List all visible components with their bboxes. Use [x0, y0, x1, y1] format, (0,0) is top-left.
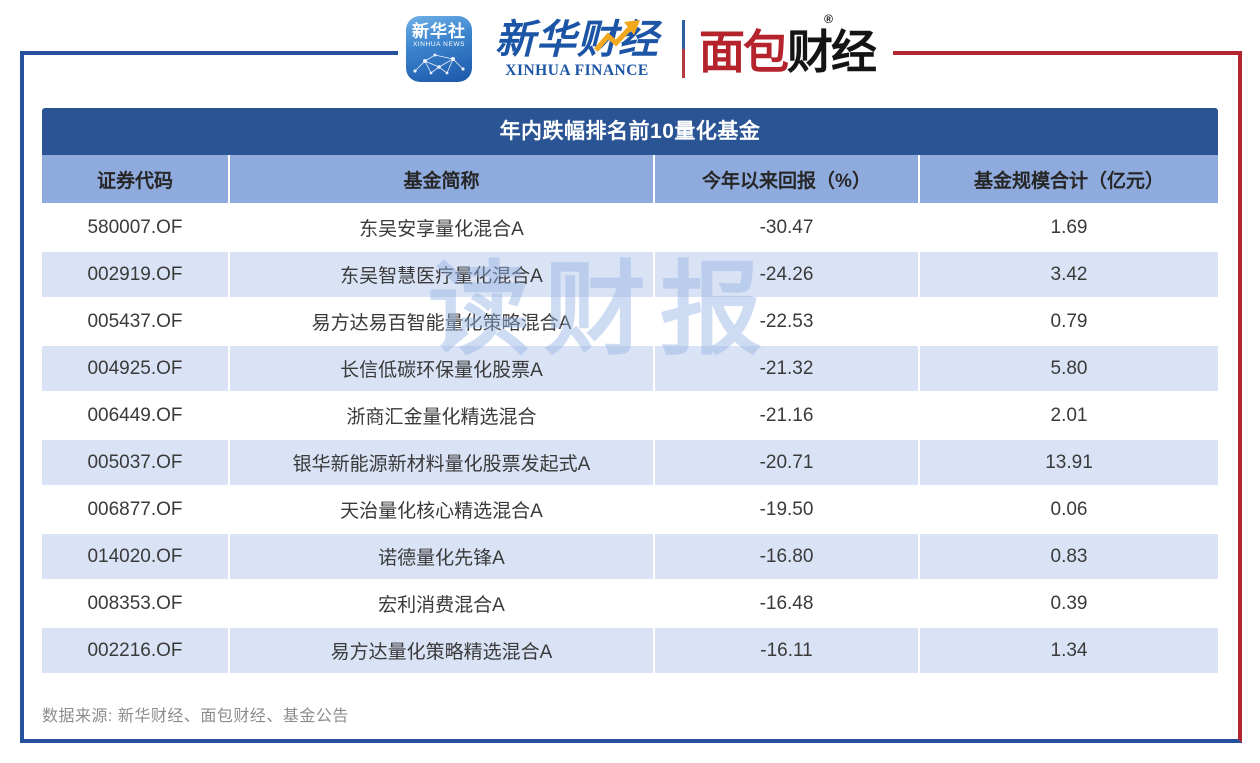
frame-top-right-segment	[866, 51, 1242, 55]
table-row: 002216.OF 易方达量化策略精选混合A -16.11 1.34	[42, 628, 1218, 675]
cell-scale: 5.80	[920, 346, 1218, 393]
frame-top-left-segment	[20, 51, 399, 55]
logo-strip: 新华社 XINHUA NEWS 新华财经 XINHUA FINANCE 面包财经…	[398, 8, 893, 90]
cell-scale: 0.39	[920, 581, 1218, 628]
table-row: 005437.OF 易方达易百智能量化策略混合A -22.53 0.79	[42, 299, 1218, 346]
cell-return: -20.71	[655, 440, 920, 487]
table-row: 008353.OF 宏利消费混合A -16.48 0.39	[42, 581, 1218, 628]
cell-name: 长信低碳环保量化股票A	[230, 346, 655, 393]
table-row: 005037.OF 银华新能源新材料量化股票发起式A -20.71 13.91	[42, 440, 1218, 487]
cell-name: 诺德量化先锋A	[230, 534, 655, 581]
fund-table-container: 年内跌幅排名前10量化基金 证券代码 基金简称 今年以来回报（%） 基金规模合计…	[42, 108, 1218, 675]
cell-return: -16.80	[655, 534, 920, 581]
data-source-note: 数据来源: 新华财经、面包财经、基金公告	[42, 708, 349, 725]
network-constellation-icon	[413, 53, 465, 75]
cell-code: 004925.OF	[42, 346, 230, 393]
cell-code: 005037.OF	[42, 440, 230, 487]
column-header-return: 今年以来回报（%）	[655, 155, 920, 205]
table-row: 006449.OF 浙商汇金量化精选混合 -21.16 2.01	[42, 393, 1218, 440]
cell-scale: 3.42	[920, 252, 1218, 299]
cell-code: 014020.OF	[42, 534, 230, 581]
table-row: 580007.OF 东吴安享量化混合A -30.47 1.69	[42, 205, 1218, 252]
cell-name: 银华新能源新材料量化股票发起式A	[230, 440, 655, 487]
cell-code: 006877.OF	[42, 487, 230, 534]
cell-code: 006449.OF	[42, 393, 230, 440]
table-row: 004925.OF 长信低碳环保量化股票A -21.32 5.80	[42, 346, 1218, 393]
xinhua-news-icon-sublabel: XINHUA NEWS	[412, 41, 466, 48]
cell-scale: 0.06	[920, 487, 1218, 534]
cell-return: -30.47	[655, 205, 920, 252]
table-title: 年内跌幅排名前10量化基金	[42, 108, 1218, 155]
cell-return: -24.26	[655, 252, 920, 299]
xinhua-news-icon-label: 新华社	[412, 22, 466, 41]
cell-name: 天治量化核心精选混合A	[230, 487, 655, 534]
xinhua-finance-en: XINHUA FINANCE	[505, 62, 649, 79]
cell-name: 浙商汇金量化精选混合	[230, 393, 655, 440]
cell-return: -16.11	[655, 628, 920, 675]
xinhua-news-app-icon: 新华社 XINHUA NEWS	[406, 16, 472, 82]
cell-code: 002216.OF	[42, 628, 230, 675]
table-row: 014020.OF 诺德量化先锋A -16.80 0.83	[42, 534, 1218, 581]
column-header-name: 基金简称	[230, 155, 655, 205]
cell-scale: 13.91	[920, 440, 1218, 487]
mianbao-logo-red-text: 面包	[699, 26, 789, 78]
cell-scale: 1.34	[920, 628, 1218, 675]
mianbao-caijing-logo: 面包财经 ®	[699, 12, 885, 82]
cell-name: 东吴安享量化混合A	[230, 205, 655, 252]
cell-return: -21.32	[655, 346, 920, 393]
cell-code: 005437.OF	[42, 299, 230, 346]
cell-name: 易方达量化策略精选混合A	[230, 628, 655, 675]
logo-divider	[682, 20, 685, 78]
rising-arrow-icon	[594, 20, 640, 52]
cell-code: 002919.OF	[42, 252, 230, 299]
header-row: 证券代码 基金简称 今年以来回报（%） 基金规模合计（亿元）	[42, 155, 1218, 205]
mianbao-logo-black-text: 财经	[787, 26, 877, 78]
table-row: 002919.OF 东吴智慧医疗量化混合A -24.26 3.42	[42, 252, 1218, 299]
column-header-scale: 基金规模合计（亿元）	[920, 155, 1218, 205]
cell-return: -19.50	[655, 487, 920, 534]
cell-name: 易方达易百智能量化策略混合A	[230, 299, 655, 346]
cell-return: -22.53	[655, 299, 920, 346]
cell-scale: 0.79	[920, 299, 1218, 346]
cell-scale: 1.69	[920, 205, 1218, 252]
column-header-code: 证券代码	[42, 155, 230, 205]
cell-scale: 0.83	[920, 534, 1218, 581]
fund-table: 证券代码 基金简称 今年以来回报（%） 基金规模合计（亿元） 580007.OF…	[42, 155, 1218, 675]
page-border-frame	[20, 51, 1242, 743]
cell-scale: 2.01	[920, 393, 1218, 440]
registered-trademark-mark: ®	[824, 12, 833, 26]
cell-return: -16.48	[655, 581, 920, 628]
xinhua-finance-logo: 新华财经 XINHUA FINANCE	[486, 18, 668, 80]
cell-code: 580007.OF	[42, 205, 230, 252]
cell-name: 东吴智慧医疗量化混合A	[230, 252, 655, 299]
cell-code: 008353.OF	[42, 581, 230, 628]
cell-name: 宏利消费混合A	[230, 581, 655, 628]
cell-return: -21.16	[655, 393, 920, 440]
table-row: 006877.OF 天治量化核心精选混合A -19.50 0.06	[42, 487, 1218, 534]
